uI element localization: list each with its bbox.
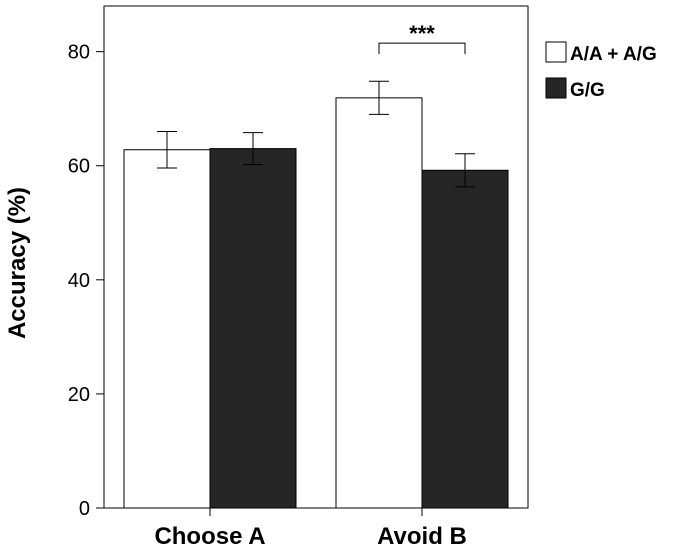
plot-area — [103, 5, 529, 509]
y-axis-title: Accuracy (%) — [4, 187, 31, 339]
significance-bracket — [378, 42, 466, 55]
y-tick-label: 40 — [68, 270, 90, 292]
legend-label: A/A + A/G — [570, 44, 657, 65]
bar — [421, 169, 509, 509]
x-axis: Choose A Avoid B — [154, 508, 467, 550]
y-tick-label: 20 — [68, 384, 90, 406]
bar — [123, 149, 211, 509]
y-tick-label: 0 — [79, 498, 90, 520]
legend-swatch — [545, 77, 567, 99]
plot-frame — [103, 5, 529, 509]
y-tick-label: 60 — [68, 156, 90, 178]
legend-swatch — [545, 41, 567, 63]
bar — [335, 97, 423, 509]
x-tick-label: Choose A — [154, 523, 265, 550]
annotations: *** — [378, 21, 466, 55]
legend: A/A + A/G G/G — [545, 41, 657, 101]
legend-label: G/G — [570, 80, 605, 101]
significance-label: *** — [409, 21, 435, 46]
y-tick-label: 80 — [68, 42, 90, 64]
y-axis: 0 20 40 60 80 — [68, 42, 104, 520]
x-tick-label: Avoid B — [377, 523, 467, 550]
bars — [123, 97, 509, 509]
bar — [209, 148, 297, 509]
error-bars — [157, 80, 475, 188]
